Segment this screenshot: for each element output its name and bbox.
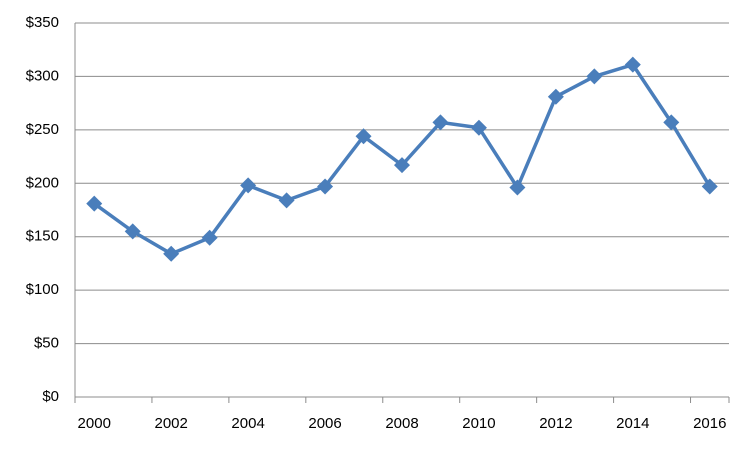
x-tick-label: 2006 bbox=[308, 415, 341, 432]
x-tick-label: 2008 bbox=[385, 415, 418, 432]
marker bbox=[355, 128, 372, 145]
y-tick-label: $300 bbox=[26, 67, 59, 84]
marker bbox=[509, 179, 526, 196]
marker bbox=[163, 245, 180, 262]
x-tick-label: 2010 bbox=[462, 415, 495, 432]
marker bbox=[86, 195, 103, 212]
marker bbox=[624, 56, 641, 73]
x-tick-label: 2016 bbox=[693, 415, 726, 432]
y-tick-label: $100 bbox=[26, 281, 59, 298]
y-tick-label: $200 bbox=[26, 174, 59, 191]
x-tick-label: 2000 bbox=[78, 415, 111, 432]
marker bbox=[586, 68, 603, 85]
y-tick-label: $0 bbox=[42, 388, 59, 405]
x-tick-label: 2002 bbox=[154, 415, 187, 432]
marker bbox=[432, 114, 449, 131]
y-tick-label: $150 bbox=[26, 228, 59, 245]
x-tick-label: 2004 bbox=[231, 415, 264, 432]
y-tick-label: $250 bbox=[26, 121, 59, 138]
y-tick-label: $350 bbox=[26, 14, 59, 31]
marker bbox=[240, 177, 257, 194]
y-tick-label: $50 bbox=[34, 335, 59, 352]
marker bbox=[547, 88, 564, 105]
marker bbox=[394, 157, 410, 174]
x-tick-label: 2014 bbox=[616, 415, 649, 432]
marker bbox=[278, 192, 295, 209]
marker bbox=[701, 178, 718, 195]
marker bbox=[663, 114, 680, 131]
marker bbox=[201, 229, 218, 246]
x-tick-label: 2012 bbox=[539, 415, 572, 432]
marker bbox=[317, 178, 334, 195]
marker bbox=[470, 119, 487, 136]
marker bbox=[124, 223, 141, 240]
